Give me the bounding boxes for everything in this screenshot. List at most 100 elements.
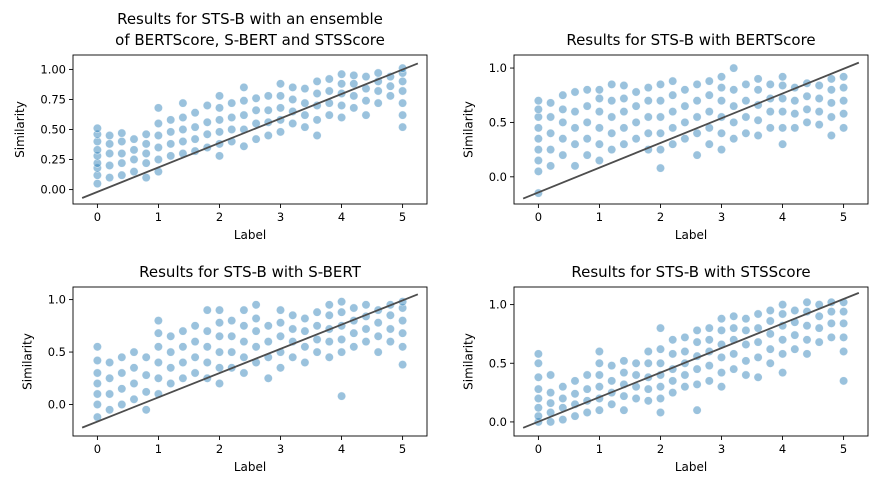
scatter-points [92,63,408,189]
scatter-point [166,378,176,388]
scatter-point [655,407,665,417]
scatter-point [680,85,690,95]
scatter-point [729,134,739,144]
scatter-point [227,347,237,357]
scatter-point [239,368,249,378]
scatter-point [533,156,543,166]
scatter-point [105,357,115,367]
scatter-point [251,326,261,336]
y-tick-label: 1.0 [489,61,507,75]
scatter-point [558,104,568,114]
scatter-point [263,105,273,115]
scatter-point [337,334,347,344]
scatter-point [619,368,629,378]
scatter-point [716,368,726,378]
scatter-point [117,128,127,138]
y-tick-label: 1.0 [489,298,507,312]
scatter-point [251,93,261,103]
scatter-point [288,310,298,320]
scatter-point [668,76,678,86]
scatter-point [373,86,383,96]
scatter-point [117,149,127,159]
scatter-point [533,384,543,394]
scatter-point [729,117,739,127]
scatter-point [190,352,200,362]
scatter-point [839,72,849,82]
x-tick-label: 2 [216,442,223,456]
scatter-point [215,305,225,315]
scatter-point [668,139,678,149]
scatter-point [129,155,139,165]
scatter-point [692,96,702,106]
scatter-point [117,137,127,147]
x-tick-label: 5 [399,442,406,456]
scatter-point [680,332,690,342]
scatter-point [570,123,580,133]
x-tick-label: 3 [277,442,284,456]
scatter-point [790,344,800,354]
scatter-point [778,349,788,359]
scatter-point [92,163,102,173]
scatter-point [839,376,849,386]
scatter-point [300,326,310,336]
scatter-point [570,411,580,421]
scatter-point [337,79,347,89]
scatter-point [239,141,249,151]
scatter-point [582,85,592,95]
scatter-point [839,96,849,106]
scatter-point [607,376,617,386]
scatter-point [668,90,678,100]
scatter-point [251,313,261,323]
scatter-point [790,109,800,119]
scatter-point [558,90,568,100]
scatter-point [765,344,775,354]
scatter-point [643,112,653,122]
scatter-point [546,112,556,122]
scatter-point [300,342,310,352]
scatter-point [312,334,322,344]
scatter-point [239,96,249,106]
scatter-point [105,405,115,415]
scatter-point [558,415,568,425]
scatter-point [337,307,347,317]
scatter-point [324,74,334,84]
scatter-point [398,360,408,370]
scatter-point [178,326,188,336]
scatter-point [546,128,556,138]
scatter-point [607,145,617,155]
x-tick-label: 5 [399,210,406,224]
scatter-point [227,125,237,135]
scatter-point [275,305,285,315]
scatter-point [826,74,836,84]
scatter-point [153,143,163,153]
scatter-point [839,83,849,93]
scatter-point [92,368,102,378]
axes-frame [513,286,869,437]
scatter-point [716,145,726,155]
scatter-point [814,120,824,130]
scatter-point [373,98,383,108]
scatter-point [778,139,788,149]
scatter-point [117,352,127,362]
y-tick-label: 0.0 [48,398,66,412]
scatter-point [814,107,824,117]
y-tick-label: 0.00 [40,183,66,197]
scatter-point [312,307,322,317]
scatter-point [716,314,726,324]
scatter-point [741,96,751,106]
scatter-point [643,96,653,106]
scatter-point [324,300,334,310]
scatter-point [839,332,849,342]
scatter-point [802,321,812,331]
scatter-point [802,104,812,114]
scatter-point [312,321,322,331]
scatter-point [619,123,629,133]
scatter-point [251,342,261,352]
scatter-point [631,87,641,97]
scatter-point [692,379,702,389]
trend-line [522,292,860,429]
scatter-point [153,328,163,338]
scatter-point [778,123,788,133]
scatter-point [117,368,127,378]
trend-line [81,62,419,199]
